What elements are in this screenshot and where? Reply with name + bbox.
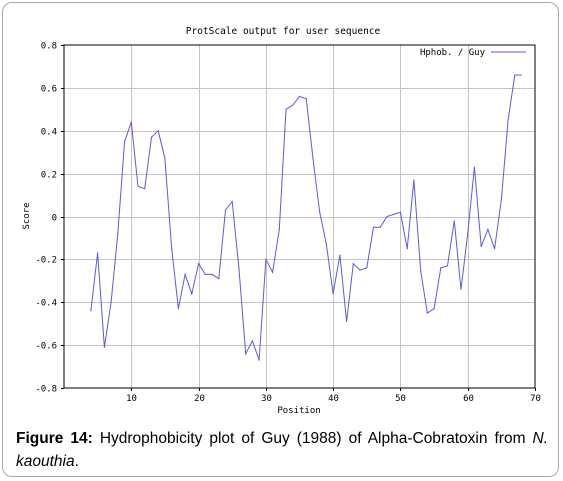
- data-point: [184, 273, 186, 275]
- data-point: [238, 267, 240, 269]
- data-point: [124, 140, 126, 143]
- data-point: [393, 213, 395, 215]
- x-tick-label: 20: [194, 394, 205, 404]
- data-point: [346, 320, 348, 323]
- data-point: [453, 220, 455, 222]
- data-point: [191, 293, 193, 295]
- data-point: [171, 248, 173, 250]
- data-point: [245, 353, 247, 355]
- data-point: [231, 200, 233, 203]
- caption-label: Figure 14:: [16, 430, 93, 447]
- data-point: [298, 95, 301, 97]
- data-point: [372, 226, 375, 228]
- x-tick-label: 70: [530, 394, 541, 404]
- y-axis-label: Score: [22, 202, 32, 229]
- data-point: [339, 254, 341, 256]
- data-point: [130, 121, 132, 123]
- data-point: [514, 74, 516, 76]
- data-point: [325, 243, 327, 245]
- data-point: [352, 263, 354, 265]
- data-point: [90, 310, 92, 312]
- x-tick-label: 10: [126, 394, 137, 404]
- data-point: [467, 233, 469, 235]
- y-tick-label: -0.8: [35, 385, 57, 395]
- data-point: [258, 359, 260, 361]
- caption-end: .: [74, 453, 79, 470]
- data-point: [487, 228, 489, 230]
- axis-ticks: 10 20 30 40 50 60 70 -0.8 -0.6 -0.4 -0.2 0 0.2 0.4 0.6…: [35, 42, 541, 405]
- data-point: [204, 273, 206, 275]
- hydrophobicity-chart: ProtScale output for user sequence 10 20 3…: [22, 26, 541, 416]
- caption-text: Hydrophobicity plot of Guy (1988) of Alp…: [92, 430, 533, 447]
- data-point: [265, 258, 267, 260]
- data-point: [117, 233, 119, 235]
- data-point: [406, 248, 408, 250]
- x-tick-label: 30: [261, 394, 272, 404]
- data-point: [413, 179, 415, 181]
- data-point: [198, 263, 200, 265]
- data-point: [218, 278, 220, 280]
- data-point: [97, 252, 99, 254]
- figure-caption: Figure 14: Hydrophobicity plot of Guy (1…: [16, 427, 548, 473]
- data-point: [420, 269, 422, 271]
- data-point: [426, 312, 428, 314]
- data-point: [500, 198, 502, 200]
- data-point: [379, 226, 381, 228]
- data-point: [359, 269, 361, 271]
- data-point: [272, 271, 274, 273]
- y-tick-label: 0.4: [41, 128, 57, 138]
- x-tick-label: 60: [463, 394, 474, 404]
- data-point: [144, 188, 146, 190]
- data-point: [224, 209, 227, 211]
- data-point: [305, 98, 307, 100]
- data-point: [480, 245, 482, 248]
- data-point: [473, 166, 475, 168]
- data-point: [386, 215, 388, 218]
- data-point: [292, 104, 294, 106]
- data-point: [366, 267, 368, 269]
- figure-frame: [2, 2, 559, 477]
- y-tick-label: 0.8: [41, 42, 57, 52]
- data-point: [278, 228, 280, 230]
- x-axis-label: Position: [277, 406, 320, 416]
- data-point: [137, 185, 139, 188]
- y-tick-label: -0.4: [35, 299, 57, 309]
- data-point: [520, 74, 523, 76]
- y-tick-label: -0.6: [35, 342, 57, 352]
- y-tick-label: 0.6: [41, 85, 57, 95]
- legend: Hphob. / Guy: [420, 48, 526, 58]
- data-point: [110, 301, 112, 303]
- data-point: [507, 119, 509, 121]
- data-point: [177, 308, 179, 310]
- grid: [64, 45, 535, 388]
- data-point: [440, 267, 442, 269]
- data-point: [494, 248, 496, 250]
- x-tick-label: 40: [328, 394, 339, 404]
- data-point: [312, 158, 314, 160]
- data-point: [157, 130, 159, 132]
- y-tick-label: -0.2: [35, 256, 57, 266]
- chart-title: ProtScale output for user sequence: [186, 26, 381, 37]
- x-tick-label: 50: [395, 394, 406, 404]
- data-point: [460, 288, 462, 290]
- data-point: [332, 293, 334, 295]
- data-point: [150, 136, 153, 138]
- data-point: [103, 346, 105, 348]
- plot-area-border: [63, 44, 536, 389]
- data-point: [433, 308, 435, 310]
- data-point: [211, 273, 213, 275]
- caption-species: N. kaouthia: [16, 430, 548, 470]
- data-point: [164, 158, 166, 160]
- data-point: [251, 340, 253, 342]
- data-point: [285, 108, 287, 110]
- data-point: [399, 211, 401, 213]
- data-point: [319, 211, 321, 213]
- legend-label: Hphob. / Guy: [420, 48, 486, 58]
- data-point: [446, 265, 449, 267]
- y-tick-label: 0: [52, 214, 57, 224]
- y-tick-label: 0.2: [41, 171, 57, 181]
- series-layer: [90, 74, 523, 361]
